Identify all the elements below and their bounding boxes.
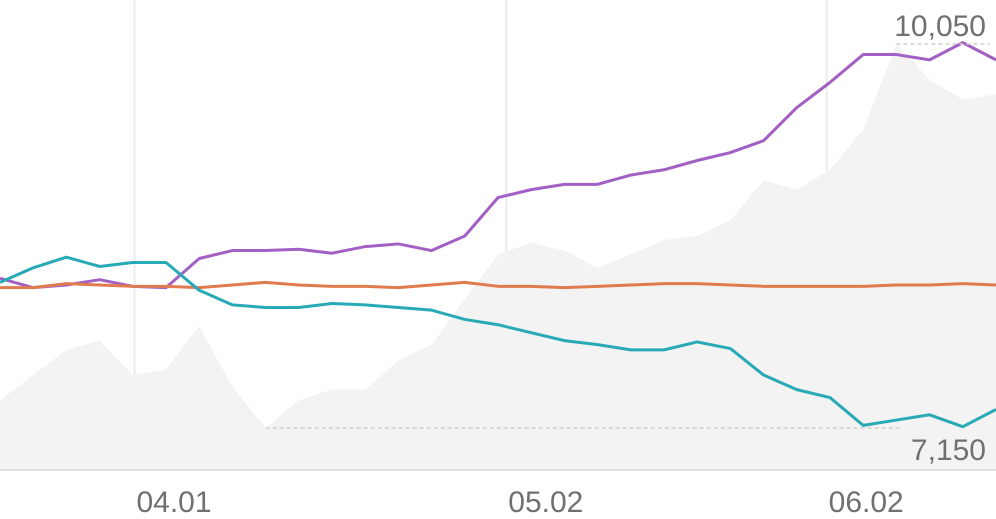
line: [0, 280, 996, 290]
line: [0, 255, 996, 429]
x-tick-label: 06.02: [829, 486, 904, 519]
annotation-label: 10,050: [894, 10, 986, 43]
annotation-label: 7,150: [911, 434, 986, 467]
area: [0, 43, 996, 470]
x-tick-label: 04.01: [136, 486, 211, 519]
x-tick-label: 05.02: [508, 486, 583, 519]
